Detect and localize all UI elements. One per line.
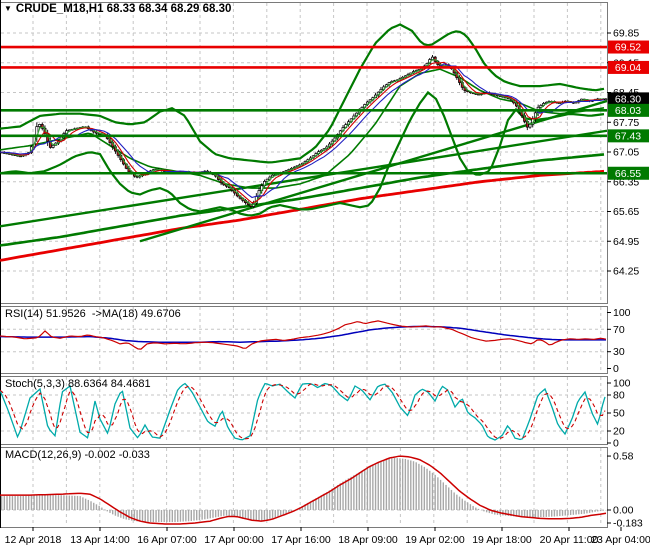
macd-tick-label: 0.00 xyxy=(613,505,634,517)
price-badge-label: 69.04 xyxy=(615,62,641,74)
price-badge-label: 66.55 xyxy=(615,168,641,180)
ma-ribbon-line xyxy=(0,59,605,207)
price-badge xyxy=(608,60,649,74)
price-tick-label: 67.75 xyxy=(613,117,639,129)
stoch-tick-label: 20 xyxy=(613,426,625,438)
date-label: 23 Apr 04:00 xyxy=(591,534,650,546)
macd-tick-label: -0.183 xyxy=(613,518,643,530)
date-label: 16 Apr 07:00 xyxy=(137,534,197,546)
symbol-marker-icon: ▼ xyxy=(4,4,12,13)
date-label: 20 Apr 11:00 xyxy=(540,534,599,546)
price-badge-label: 68.30 xyxy=(615,93,641,105)
symbol-title: ▼ CRUDE_M18,H1 68.33 68.34 68.29 68.30 xyxy=(4,3,231,15)
rsi-line xyxy=(0,320,607,350)
date-label: 18 Apr 09:00 xyxy=(338,534,398,546)
stoch-tick-label: 50 xyxy=(613,408,625,420)
green-trendline xyxy=(0,129,608,228)
macd-panel-label: MACD(12,26,9) -0.002 -0.033 xyxy=(5,449,150,461)
price-badge xyxy=(608,103,649,117)
macd-tick-label: 0.58 xyxy=(613,451,634,463)
symbol-ohlc-text: CRUDE_M18,H1 68.33 68.34 68.29 68.30 xyxy=(15,3,232,15)
price-badge xyxy=(608,166,649,180)
price-badge-label: 67.43 xyxy=(615,130,641,142)
price-tick-label: 64.95 xyxy=(613,236,639,248)
stoch-tick-label: 0 xyxy=(613,438,619,450)
date-label: 12 Apr 2018 xyxy=(5,534,62,546)
rsi-tick-label: 70 xyxy=(613,324,625,336)
price-badge-label: 69.52 xyxy=(615,42,641,54)
bollinger-upper-band xyxy=(0,23,605,164)
date-label: 13 Apr 14:00 xyxy=(70,534,130,546)
bollinger-mid-band xyxy=(0,68,605,189)
long-green-ma-line xyxy=(0,153,605,247)
price-badge xyxy=(608,92,649,106)
macd-signal-line xyxy=(0,455,607,525)
date-label: 17 Apr 16:00 xyxy=(271,534,331,546)
stoch-tick-label: 80 xyxy=(613,390,625,402)
price-badge xyxy=(608,129,649,143)
stoch-k-line xyxy=(0,382,606,441)
stoch-tick-label: 100 xyxy=(613,378,631,390)
rsi-tick-label: 0 xyxy=(613,363,619,375)
price-tick-label: 64.25 xyxy=(613,266,639,278)
rsi-tick-label: 100 xyxy=(613,307,631,319)
price-tick-label: 65.65 xyxy=(613,206,639,218)
date-label: 19 Apr 02:00 xyxy=(405,534,465,546)
date-label: 19 Apr 18:00 xyxy=(472,534,532,546)
rsi-tick-label: 30 xyxy=(613,346,625,358)
price-badge-label: 68.03 xyxy=(615,105,641,117)
rsi-panel-label: RSI(14) 51.9526 ->MA(18) 49.6706 xyxy=(5,308,181,320)
price-badge xyxy=(608,40,649,54)
price-tick-label: 67.05 xyxy=(613,147,639,159)
ma-ribbon-line xyxy=(0,63,605,199)
date-label: 17 Apr 00:00 xyxy=(204,534,264,546)
price-tick-label: 69.85 xyxy=(613,28,639,40)
macd-histogram xyxy=(0,458,607,523)
stoch-panel-label: Stoch(5,3,3) 88.6364 84.4681 xyxy=(5,378,151,390)
main-panel-frame xyxy=(0,2,608,304)
